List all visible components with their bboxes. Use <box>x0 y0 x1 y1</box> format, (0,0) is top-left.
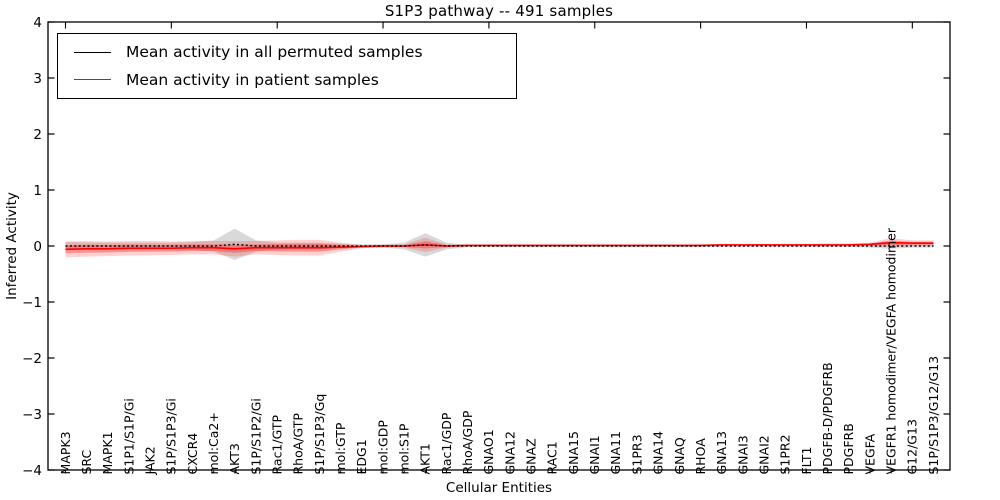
x-tick-label: S1P/S1P3/Gi <box>164 398 179 474</box>
x-tick-label: GNAQ <box>672 437 687 474</box>
x-tick-label: GNA11 <box>608 431 623 475</box>
x-axis-label: Cellular Entities <box>445 480 553 496</box>
x-tick-label: GNAZ <box>524 438 539 474</box>
x-tick-label: MAPK1 <box>100 431 115 474</box>
x-tick-label: CXCR4 <box>185 433 200 475</box>
x-tick-label: mol:GTP <box>333 422 348 474</box>
x-tick-label: GNAO1 <box>481 429 496 474</box>
x-tick-label: S1P/S1P3/G12/G13 <box>926 356 941 475</box>
x-tick-label: GNAI3 <box>735 435 750 474</box>
y-tick-label: 0 <box>33 239 42 255</box>
x-tick-label: mol:GDP <box>375 420 390 475</box>
y-tick-label: −2 <box>22 351 42 367</box>
x-tick-label: MAPK3 <box>58 431 73 474</box>
chart-title: S1P3 pathway -- 491 samples <box>384 2 614 20</box>
y-tick-label: −3 <box>22 407 42 423</box>
x-tick-label: S1P/S1P2/Gi <box>248 398 263 474</box>
x-tick-label: GNA14 <box>651 431 666 475</box>
x-tick-label: GNA13 <box>714 431 729 475</box>
x-tick-label: Rac1/GDP <box>439 412 454 474</box>
x-tick-label: Rac1/GTP <box>270 415 285 475</box>
x-tick-label: GNA15 <box>566 431 581 475</box>
x-tick-label: VEGFR1 homodimer/VEGFA homodimer <box>883 227 898 474</box>
x-tick-label: RhoA/GTP <box>291 413 306 475</box>
x-tick-label: mol:Ca2+ <box>206 412 221 474</box>
y-tick-label: 2 <box>33 127 42 143</box>
y-tick-label: −1 <box>22 295 42 311</box>
y-tick-label: 3 <box>33 71 42 87</box>
x-tick-label: RhoA/GDP <box>460 410 475 474</box>
x-tick-label: EDG1 <box>354 439 369 474</box>
x-tick-label: GNAI2 <box>756 435 771 474</box>
patient-band-outer <box>65 237 934 258</box>
x-tick-label: VEGFA <box>862 433 877 474</box>
x-tick-label: RHOA <box>693 438 708 475</box>
x-tick-label: S1P1/S1P/Gi <box>121 398 136 474</box>
y-tick-label: 4 <box>33 15 42 31</box>
x-tick-label: S1PR3 <box>629 434 644 474</box>
x-tick-label: RAC1 <box>545 441 560 474</box>
x-tick-label: SRC <box>79 450 94 475</box>
legend-label-patient: Mean activity in patient samples <box>126 70 379 89</box>
legend-entry-patient: Mean activity in patient samples <box>74 71 516 89</box>
x-tick-label: AKT3 <box>227 443 242 474</box>
legend-line-sample-black <box>74 51 111 53</box>
y-tick-label: −4 <box>22 463 42 479</box>
x-tick-label: PDGFRB <box>841 423 856 474</box>
x-tick-label: AKT1 <box>418 443 433 474</box>
patient-mean-line <box>65 241 934 251</box>
legend: Mean activity in all permuted samples Me… <box>57 33 517 99</box>
legend-entry-permuted: Mean activity in all permuted samples <box>74 43 516 61</box>
y-tick-label: 1 <box>33 183 42 199</box>
x-tick-label: S1PR2 <box>778 434 793 474</box>
x-tick-label: G12/G13 <box>905 419 920 474</box>
permuted-band <box>65 228 934 260</box>
legend-label-permuted: Mean activity in all permuted samples <box>126 43 423 62</box>
legend-line-sample-red <box>74 79 111 81</box>
x-tick-label: S1P/S1P3/Gq <box>312 394 327 475</box>
x-tick-label: GNA12 <box>502 431 517 475</box>
patient-band-inner <box>65 240 934 254</box>
x-tick-label: mol:S1P <box>397 423 412 474</box>
x-tick-label: GNAI1 <box>587 435 602 474</box>
x-tick-label: FLT1 <box>799 446 814 474</box>
x-tick-label: PDGFB-D/PDGFRB <box>820 362 835 474</box>
x-tick-label: JAK2 <box>142 446 157 475</box>
permuted-mean-line <box>65 243 934 247</box>
